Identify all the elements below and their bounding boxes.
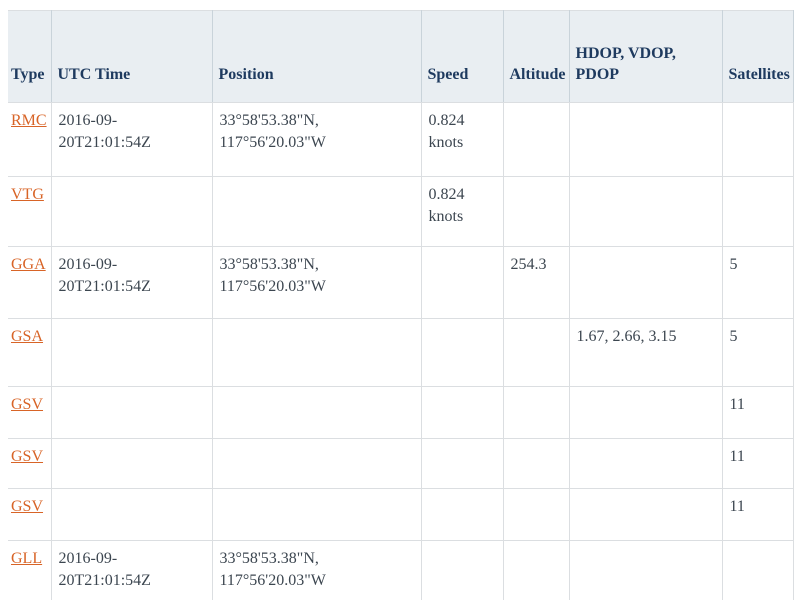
table-row-gsa: GSA 1.67, 2.66, 3.15 5 xyxy=(8,318,794,387)
column-header-hdop-vdop-pdop: HDOP, VDOP, PDOP xyxy=(569,10,723,103)
cell-speed xyxy=(421,318,504,387)
cell-satellites: 11 xyxy=(722,438,794,489)
cell-hdop xyxy=(569,246,723,319)
cell-hdop xyxy=(569,540,723,600)
header-row: Type UTC Time Position Speed Altitude HD… xyxy=(8,10,794,103)
cell-hdop xyxy=(569,438,723,489)
table-row-vtg: VTG 0.824 knots xyxy=(8,176,794,247)
nmea-type-link-rmc[interactable]: RMC xyxy=(11,112,47,129)
cell-speed: 0.824 knots xyxy=(421,176,504,247)
cell-type: GSA xyxy=(8,318,52,387)
table-row-gsv-3: GSV 11 xyxy=(8,488,794,541)
column-header-position: Position xyxy=(212,10,422,103)
cell-position xyxy=(212,386,422,439)
nmea-sentences-table: Type UTC Time Position Speed Altitude HD… xyxy=(8,10,794,600)
table-row-gsv-1: GSV 11 xyxy=(8,386,794,439)
table-row-rmc: RMC 2016-09-20T21:01:54Z 33°58'53.38"N, … xyxy=(8,102,794,177)
cell-satellites xyxy=(722,102,794,177)
cell-speed xyxy=(421,488,504,541)
cell-type: RMC xyxy=(8,102,52,177)
nmea-type-link-gsa[interactable]: GSA xyxy=(11,328,44,345)
cell-hdop xyxy=(569,386,723,439)
nmea-type-link-gsv[interactable]: GSV xyxy=(11,448,44,465)
cell-type: GLL xyxy=(8,540,52,600)
cell-type: GSV xyxy=(8,438,52,489)
cell-altitude xyxy=(503,318,570,387)
cell-speed xyxy=(421,246,504,319)
cell-type: GSV xyxy=(8,386,52,439)
cell-satellites: 5 xyxy=(722,246,794,319)
cell-utc-time xyxy=(51,488,213,541)
cell-position xyxy=(212,438,422,489)
cell-satellites: 11 xyxy=(722,386,794,439)
cell-type: GGA xyxy=(8,246,52,319)
nmea-type-link-gsv[interactable]: GSV xyxy=(11,396,44,413)
table-header: Type UTC Time Position Speed Altitude HD… xyxy=(8,10,794,103)
cell-utc-time xyxy=(51,386,213,439)
cell-utc-time xyxy=(51,438,213,489)
cell-type: VTG xyxy=(8,176,52,247)
cell-position xyxy=(212,318,422,387)
column-header-type: Type xyxy=(8,10,52,103)
cell-utc-time xyxy=(51,318,213,387)
cell-position xyxy=(212,488,422,541)
nmea-type-link-gga[interactable]: GGA xyxy=(11,256,46,273)
column-header-utc-time: UTC Time xyxy=(51,10,213,103)
cell-position: 33°58'53.38"N, 117°56'20.03"W xyxy=(212,246,422,319)
nmea-type-link-vtg[interactable]: VTG xyxy=(11,186,44,203)
cell-altitude xyxy=(503,488,570,541)
cell-altitude xyxy=(503,386,570,439)
cell-altitude xyxy=(503,540,570,600)
cell-speed xyxy=(421,540,504,600)
cell-altitude xyxy=(503,102,570,177)
cell-hdop xyxy=(569,488,723,541)
column-header-altitude: Altitude xyxy=(503,10,570,103)
cell-hdop xyxy=(569,176,723,247)
cell-hdop xyxy=(569,102,723,177)
cell-position xyxy=(212,176,422,247)
cell-satellites: 5 xyxy=(722,318,794,387)
cell-hdop: 1.67, 2.66, 3.15 xyxy=(569,318,723,387)
cell-speed xyxy=(421,386,504,439)
nmea-type-link-gsv[interactable]: GSV xyxy=(11,498,44,515)
cell-satellites: 11 xyxy=(722,488,794,541)
column-header-speed: Speed xyxy=(421,10,504,103)
cell-position: 33°58'53.38"N, 117°56'20.03"W xyxy=(212,540,422,600)
nmea-type-link-gll[interactable]: GLL xyxy=(11,550,43,567)
cell-satellites xyxy=(722,176,794,247)
cell-utc-time: 2016-09-20T21:01:54Z xyxy=(51,102,213,177)
table-body: RMC 2016-09-20T21:01:54Z 33°58'53.38"N, … xyxy=(8,102,794,600)
table-row-gga: GGA 2016-09-20T21:01:54Z 33°58'53.38"N, … xyxy=(8,246,794,319)
column-header-satellites: Satellites xyxy=(722,10,794,103)
cell-altitude xyxy=(503,176,570,247)
table-row-gll: GLL 2016-09-20T21:01:54Z 33°58'53.38"N, … xyxy=(8,540,794,600)
cell-speed: 0.824 knots xyxy=(421,102,504,177)
cell-utc-time xyxy=(51,176,213,247)
cell-altitude: 254.3 xyxy=(503,246,570,319)
cell-satellites xyxy=(722,540,794,600)
cell-type: GSV xyxy=(8,488,52,541)
cell-utc-time: 2016-09-20T21:01:54Z xyxy=(51,540,213,600)
cell-position: 33°58'53.38"N, 117°56'20.03"W xyxy=(212,102,422,177)
table-row-gsv-2: GSV 11 xyxy=(8,438,794,489)
cell-speed xyxy=(421,438,504,489)
cell-utc-time: 2016-09-20T21:01:54Z xyxy=(51,246,213,319)
cell-altitude xyxy=(503,438,570,489)
